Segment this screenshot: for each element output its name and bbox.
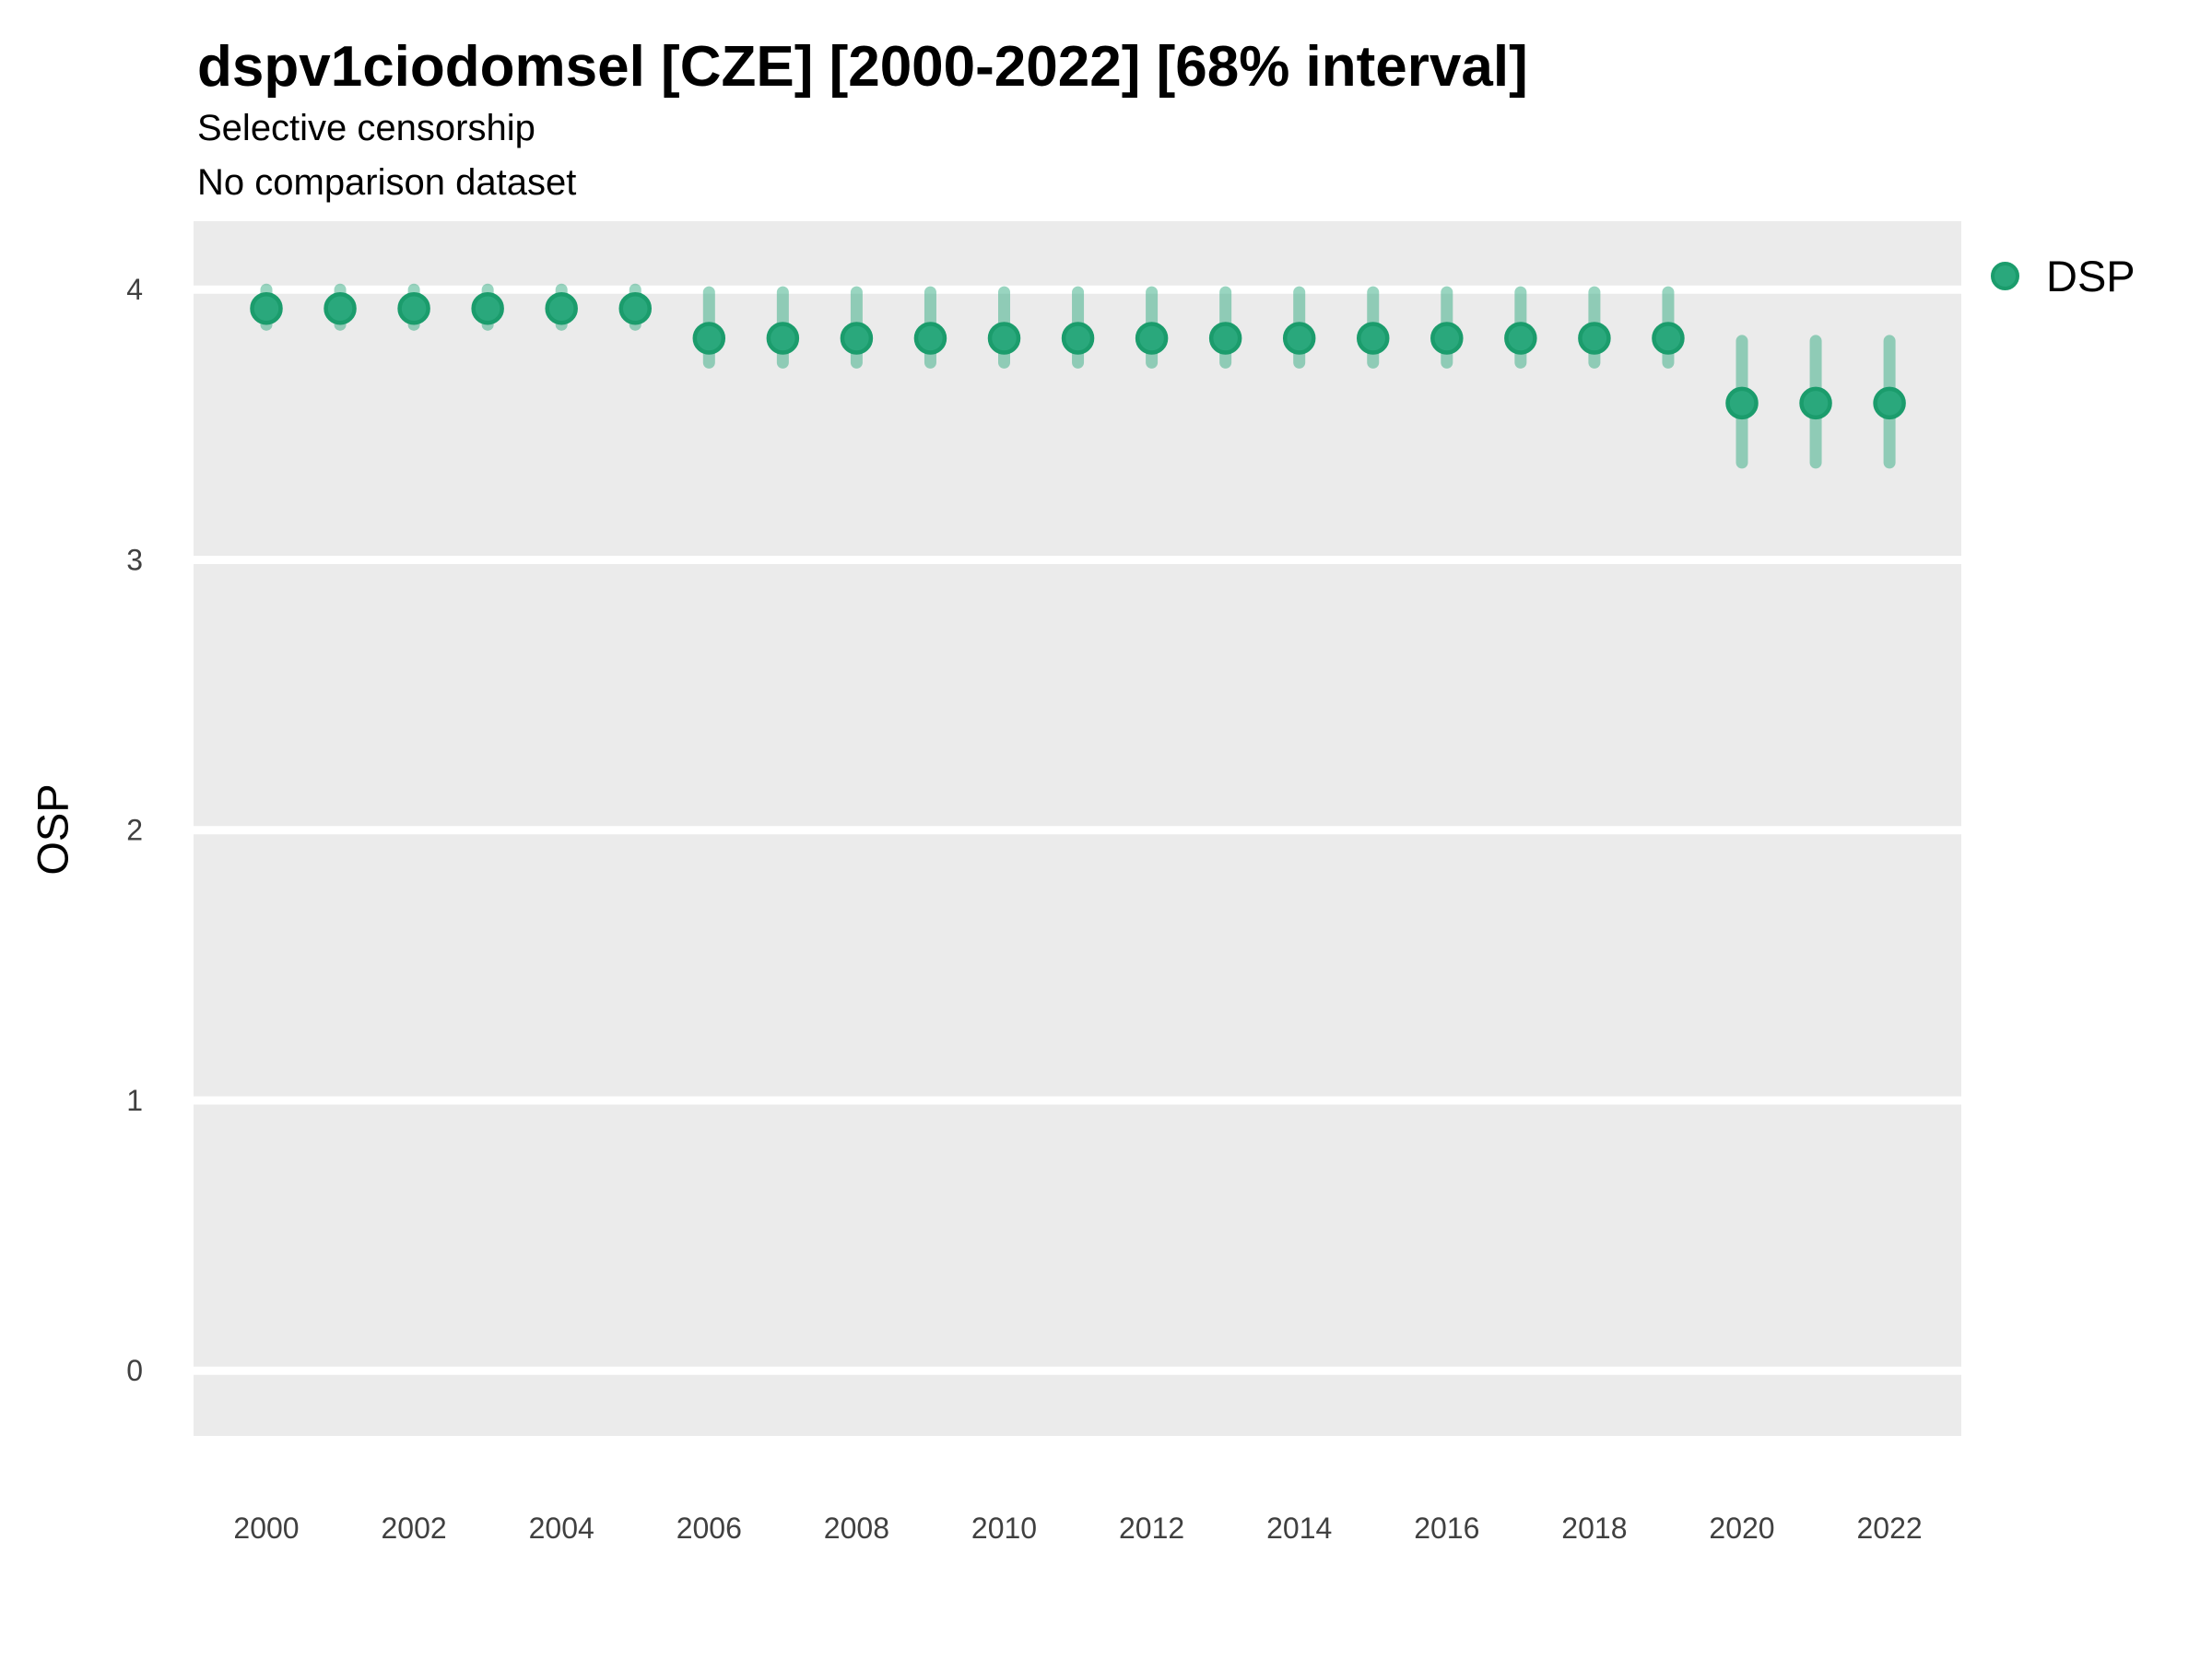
data-point-2014 bbox=[1282, 322, 1316, 355]
y-tick-label-2: 2 bbox=[126, 814, 143, 847]
data-point-2006 bbox=[692, 322, 726, 355]
data-point-2015 bbox=[1357, 322, 1390, 355]
x-tick-label-2006: 2006 bbox=[677, 1512, 742, 1545]
data-point-2002 bbox=[397, 291, 430, 325]
chart-subtitle: Selective censorship No comparison datas… bbox=[197, 101, 576, 210]
subtitle-line-2: No comparison dataset bbox=[197, 161, 577, 203]
x-tick-label-2012: 2012 bbox=[1119, 1512, 1184, 1545]
data-point-2021 bbox=[1799, 386, 1832, 420]
data-point-2007 bbox=[766, 322, 800, 355]
y-tick-label-3: 3 bbox=[126, 543, 143, 576]
x-tick-label-2018: 2018 bbox=[1561, 1512, 1627, 1545]
data-point-2001 bbox=[324, 291, 357, 325]
y-tick-label-0: 0 bbox=[126, 1354, 143, 1387]
data-point-2012 bbox=[1135, 322, 1169, 355]
data-point-2008 bbox=[840, 322, 874, 355]
legend: DSP bbox=[1991, 251, 2136, 300]
y-axis-title: OSP bbox=[28, 783, 77, 876]
subtitle-line-1: Selective censorship bbox=[197, 108, 535, 148]
x-tick-label-2008: 2008 bbox=[824, 1512, 889, 1545]
data-point-2010 bbox=[987, 322, 1021, 355]
x-tick-label-2020: 2020 bbox=[1709, 1512, 1774, 1545]
legend-label: DSP bbox=[2046, 251, 2136, 300]
data-point-2009 bbox=[913, 322, 947, 355]
data-point-2004 bbox=[545, 291, 578, 325]
chart-title: dspv1ciodomsel [CZE] [2000-2022] [68% in… bbox=[197, 35, 1528, 99]
x-tick-label-2010: 2010 bbox=[971, 1512, 1037, 1545]
data-point-2003 bbox=[471, 291, 504, 325]
data-point-2020 bbox=[1725, 386, 1759, 420]
data-point-2005 bbox=[618, 291, 652, 325]
data-point-2011 bbox=[1061, 322, 1095, 355]
x-tick-label-2022: 2022 bbox=[1857, 1512, 1923, 1545]
data-point-2017 bbox=[1504, 322, 1537, 355]
data-point-2022 bbox=[1873, 386, 1906, 420]
data-point-2019 bbox=[1652, 322, 1685, 355]
data-point-2000 bbox=[250, 291, 283, 325]
y-tick-label-4: 4 bbox=[126, 273, 143, 306]
legend-point-icon bbox=[1991, 261, 2019, 290]
x-tick-label-2004: 2004 bbox=[529, 1512, 594, 1545]
y-tick-label-1: 1 bbox=[126, 1084, 143, 1117]
x-tick-label-2000: 2000 bbox=[233, 1512, 299, 1545]
data-point-2013 bbox=[1208, 322, 1242, 355]
x-tick-label-2016: 2016 bbox=[1414, 1512, 1479, 1545]
x-tick-label-2014: 2014 bbox=[1266, 1512, 1332, 1545]
data-point-2016 bbox=[1430, 322, 1464, 355]
data-point-2018 bbox=[1578, 322, 1611, 355]
x-tick-label-2002: 2002 bbox=[382, 1512, 447, 1545]
